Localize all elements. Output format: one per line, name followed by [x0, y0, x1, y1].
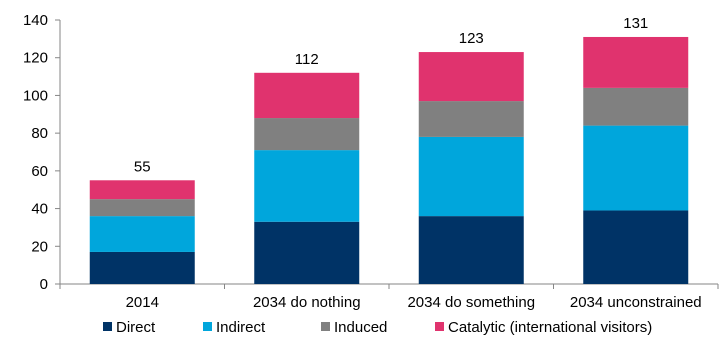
bar-direct-1: [254, 221, 360, 284]
legend-swatch: [435, 322, 444, 331]
total-data-label: 131: [623, 15, 648, 32]
legend-swatch: [103, 322, 112, 331]
y-tick-label: 0: [40, 276, 48, 293]
bar-induced-2: [418, 101, 524, 137]
bar-indirect-1: [254, 150, 360, 222]
bar-indirect-0: [89, 216, 195, 252]
total-data-label: 55: [134, 158, 151, 175]
y-axis: 0 20 40 60 80 100 120 140: [23, 12, 61, 293]
y-tick-label: 120: [23, 50, 48, 67]
x-tick-label: 2014: [126, 294, 159, 311]
bar-direct-2: [418, 216, 524, 284]
x-tick-label: 2034 do nothing: [253, 294, 361, 311]
y-tick-label: 60: [31, 163, 48, 180]
x-tick-label: 2034 unconstrained: [570, 294, 702, 311]
total-labels: 55 112 123 131: [134, 15, 648, 175]
legend: Direct Indirect Induced Catalytic (internat…: [103, 319, 652, 336]
legend-label: Induced: [334, 319, 387, 336]
y-tick-label: 140: [23, 12, 48, 29]
x-tick-label: 2034 do something: [407, 294, 535, 311]
bar-direct-3: [583, 210, 689, 284]
total-data-label: 123: [459, 30, 484, 47]
bar-induced-3: [583, 87, 689, 126]
y-tick-label: 40: [31, 201, 48, 218]
legend-swatch: [321, 322, 330, 331]
legend-label: Indirect: [216, 319, 266, 336]
x-axis: 2014 2034 do nothing 2034 do something 2034…: [59, 283, 719, 311]
bar-direct-0: [89, 251, 195, 284]
bar-induced-1: [254, 118, 360, 151]
legend-label: Direct: [116, 319, 156, 336]
bar-indirect-2: [418, 136, 524, 217]
legend-label: Catalytic (international visitors): [448, 319, 652, 336]
y-tick-label: 80: [31, 125, 48, 142]
bar-catalytic-2: [418, 52, 524, 102]
y-tick-label: 20: [31, 238, 48, 255]
y-tick-label: 100: [23, 87, 48, 104]
bar-catalytic-1: [254, 72, 360, 119]
bar-induced-0: [89, 199, 195, 217]
bars: [89, 36, 689, 284]
bar-catalytic-0: [89, 180, 195, 200]
bar-indirect-3: [583, 125, 689, 211]
legend-swatch: [203, 322, 212, 331]
total-data-label: 112: [295, 51, 319, 68]
bar-catalytic-3: [583, 36, 689, 88]
